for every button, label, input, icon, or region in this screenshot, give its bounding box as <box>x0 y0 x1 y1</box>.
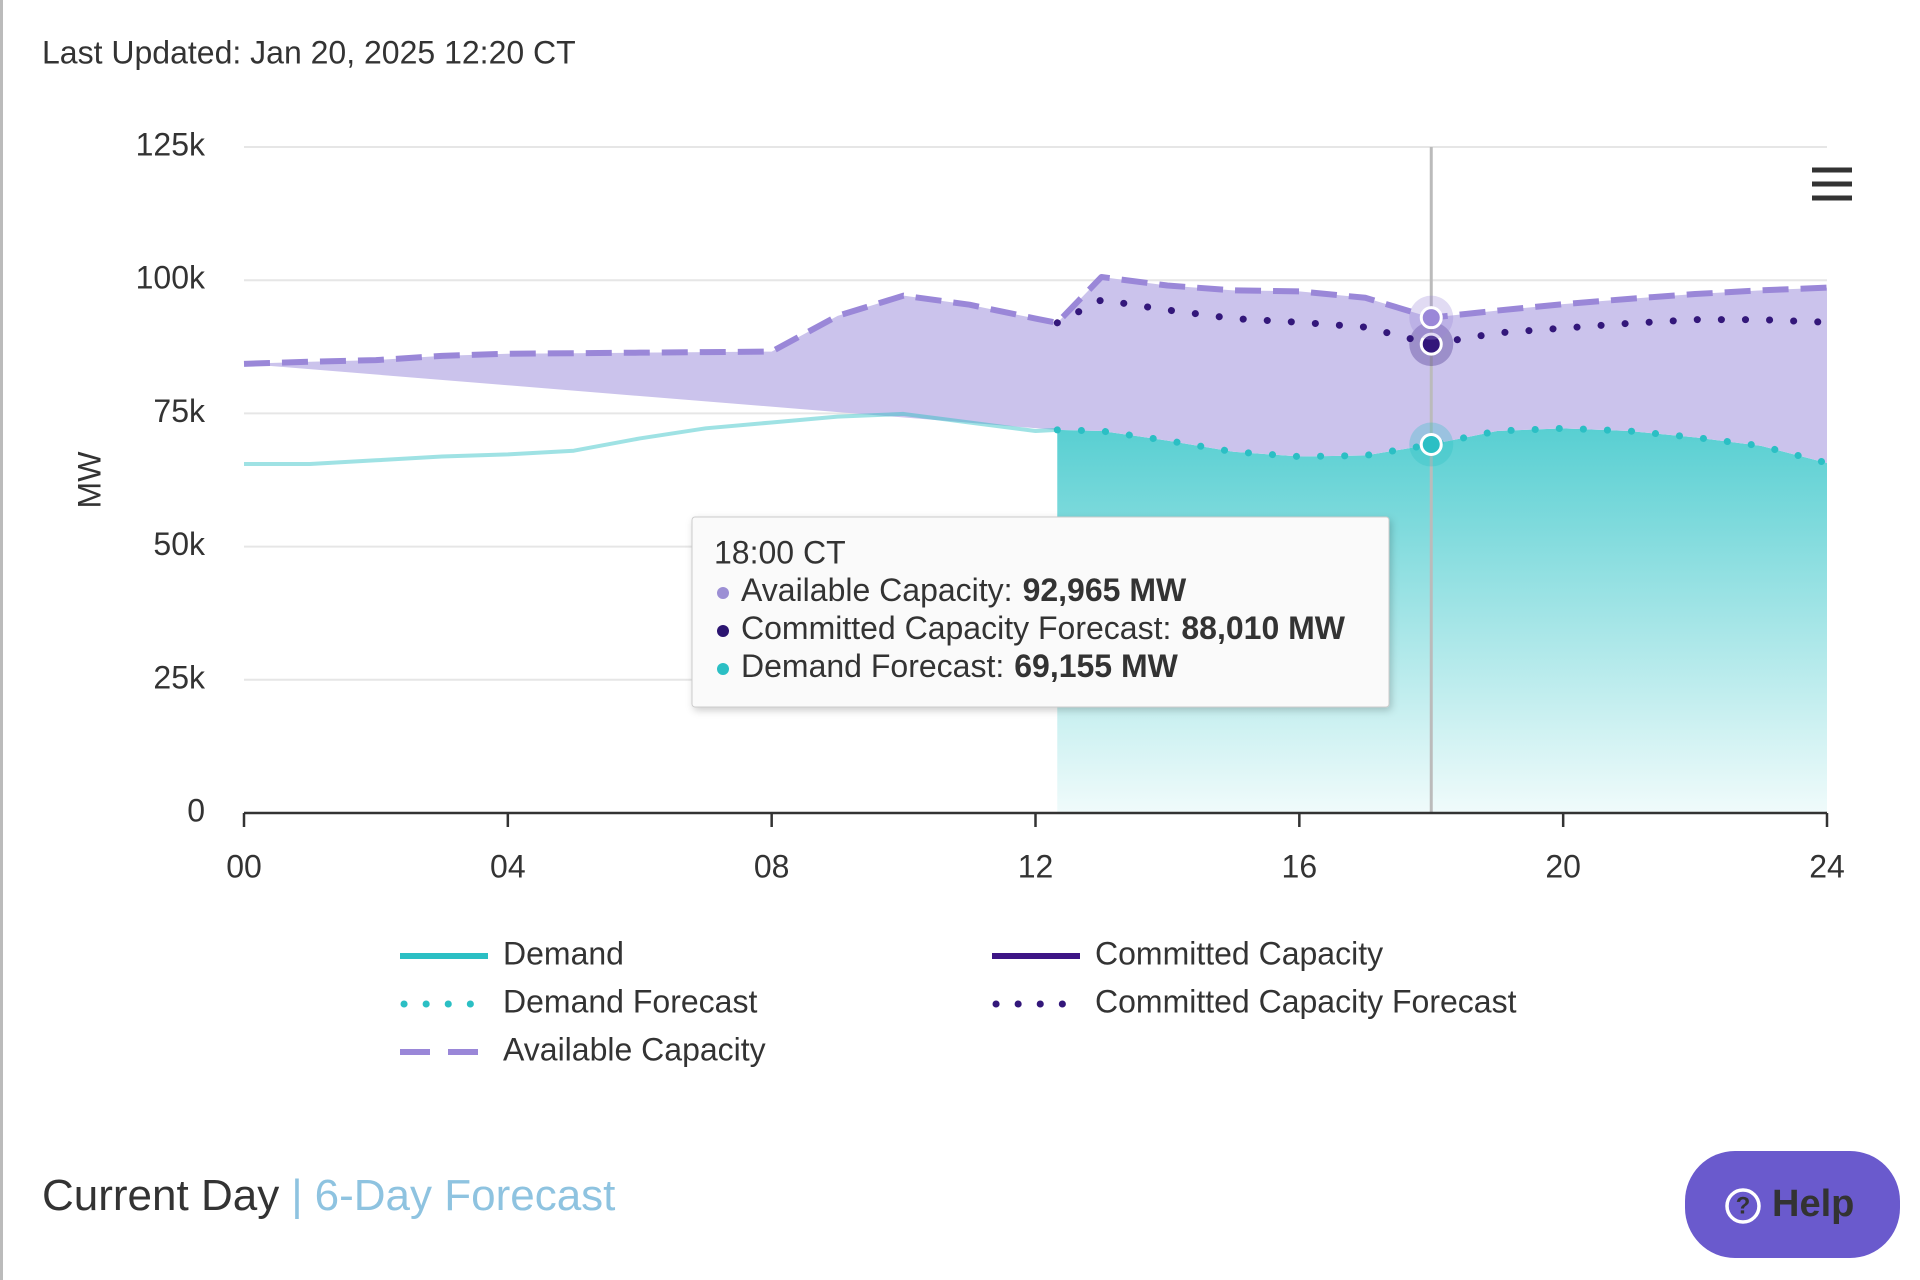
last-updated: Last Updated: Jan 20, 2025 12:20 CT <box>42 34 576 70</box>
tooltip-value: 88,010 MW <box>1181 610 1345 646</box>
tab-other[interactable]: 6-Day Forecast <box>315 1171 616 1220</box>
plot: 0 25k 50k 75k 100k 125k MW 00 04 08 12 16 20 24 <box>71 126 1844 884</box>
tooltip: 18:00 CT Available Capacity: 92,965 MWCom… <box>691 516 1390 708</box>
legend-label: Available Capacity <box>503 1031 766 1067</box>
x-tick-label: 12 <box>1018 848 1054 884</box>
x-tick-label: 00 <box>226 848 262 884</box>
legend-item[interactable]: Demand Forecast <box>400 983 757 1019</box>
tooltip-value: 69,155 MW <box>1014 648 1178 684</box>
y-tick-label: 0 <box>187 792 205 828</box>
tooltip-row: Committed Capacity Forecast: 88,010 MW <box>741 610 1346 646</box>
y-tick-label: 75k <box>153 393 206 429</box>
legend-label: Committed Capacity Forecast <box>1095 983 1517 1019</box>
hover-point <box>1419 306 1443 330</box>
tooltip-label: Committed Capacity Forecast: <box>741 610 1171 646</box>
x-tick-label: 08 <box>754 848 790 884</box>
legend-item[interactable]: Demand <box>400 935 624 971</box>
y-tick-label: 50k <box>153 526 206 562</box>
x-tick-label: 24 <box>1809 848 1845 884</box>
tooltip-dot <box>717 625 729 637</box>
help-label[interactable]: Help <box>1772 1183 1854 1225</box>
tooltip-box <box>691 516 1390 708</box>
tab-active[interactable]: Current Day | 6-Day Forecast <box>42 1171 615 1220</box>
legend-label: Demand Forecast <box>503 983 757 1019</box>
tooltip-label: Demand Forecast: <box>741 648 1004 684</box>
menu-button[interactable] <box>1812 167 1852 201</box>
series-line <box>243 274 1828 367</box>
x-tick-label: 04 <box>490 848 526 884</box>
legend: Demand Committed Capacity Demand Forecast C… <box>400 935 1517 1067</box>
legend-label: Demand <box>503 935 624 971</box>
series-line <box>244 411 1058 467</box>
y-axis-label: MW <box>71 451 107 509</box>
legend-item[interactable]: Committed Capacity <box>992 935 1383 971</box>
y-tick-label: 100k <box>136 260 206 296</box>
tooltip-label: Available Capacity: <box>741 572 1013 608</box>
tooltip-dot <box>717 587 729 599</box>
help-icon-text: ? <box>1736 1192 1751 1219</box>
page-border <box>0 0 3 1280</box>
legend-label: Committed Capacity <box>1095 935 1383 971</box>
tooltip-row: Demand Forecast: 69,155 MW <box>741 648 1179 684</box>
hover-point <box>1419 433 1443 457</box>
x-tick-label: 20 <box>1545 848 1581 884</box>
tooltip-row: Available Capacity: 92,965 MW <box>741 572 1187 608</box>
tabs: Current Day | 6-Day Forecast <box>42 1171 615 1220</box>
tooltip-title: 18:00 CT <box>714 534 846 570</box>
legend-item[interactable]: Available Capacity <box>400 1031 766 1067</box>
help-button[interactable]: ? Help <box>1685 1151 1900 1258</box>
help-icon <box>1725 1188 1761 1224</box>
hover-point <box>1419 332 1443 356</box>
y-tick-label: 125k <box>136 126 206 162</box>
y-tick-label: 25k <box>153 659 206 695</box>
tab-separator: | <box>291 1171 302 1220</box>
tab-active-label[interactable]: Current Day <box>42 1171 279 1220</box>
x-tick-label: 16 <box>1282 848 1318 884</box>
legend-item[interactable]: Committed Capacity Forecast <box>992 983 1517 1019</box>
help-bg[interactable] <box>1685 1151 1900 1258</box>
tooltip-value: 92,965 MW <box>1023 572 1187 608</box>
tooltip-dot <box>717 663 729 675</box>
